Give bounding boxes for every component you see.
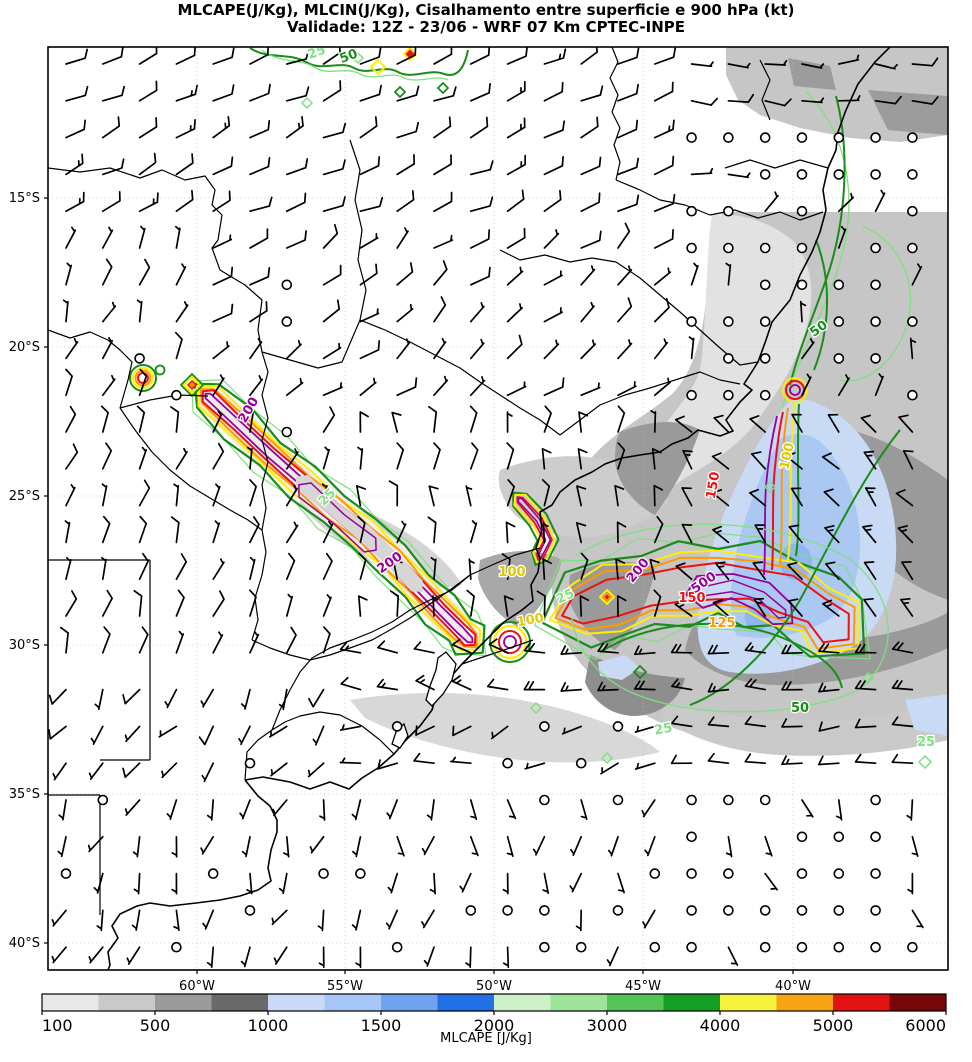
x-tick-label: 55°W (327, 979, 363, 994)
y-tick-label: 40°S (9, 936, 40, 951)
colorbar-caption: MLCAPE [J/Kg] (440, 1031, 532, 1046)
map-inner: 25 50200200251001001501255002001001505025… (48, 43, 948, 970)
contour-label: 50 (338, 47, 360, 67)
coastline (107, 47, 891, 970)
x-tick-label: 40°W (775, 979, 811, 994)
contour-label: 50 (791, 701, 809, 716)
y-tick-label: 15°S (9, 191, 40, 206)
contour-label: 125 (708, 616, 735, 631)
contour-label: 100 (498, 565, 525, 580)
colorbar-tick-label: 500 (140, 1016, 171, 1035)
colorbar-tick-label: 3000 (587, 1016, 628, 1035)
colorbar-tick-label: 2000 (474, 1016, 515, 1035)
colorbar-layer: 100 500 1000 1500 2000 3000 4000 5000 6000 (41, 993, 947, 1035)
y-tick-label: 35°S (9, 787, 40, 802)
colorbar-tick-label: 1000 (248, 1016, 289, 1035)
contour-label: 25 (653, 721, 673, 739)
contour-label: 100 (516, 611, 545, 630)
x-tick-label: 50°W (476, 979, 512, 994)
colorbar-tick-label: 4000 (700, 1016, 741, 1035)
contour-label: 100 (777, 441, 797, 471)
y-tick-label: 20°S (9, 340, 40, 355)
contour-label: 25 (306, 43, 328, 63)
figure-title: MLCAPE(J/Kg), MLCIN(J/Kg), Cisalhamento … (0, 2, 972, 36)
wind-barbs-layer (48, 47, 939, 969)
y-tick-label: 25°S (9, 489, 40, 504)
contour-label: 150 (678, 591, 705, 606)
x-tick-label: 60°W (179, 979, 215, 994)
y-tick-label: 30°S (9, 638, 40, 653)
colorbar-tick-label: 100 (42, 1016, 73, 1035)
axes-layer: 60°W 55°W 50°W 45°W 40°W 15°S 20°S 25°S 30°S 35°S… (9, 46, 949, 994)
colorbar-tick-label: 5000 (813, 1016, 854, 1035)
colorbar-tick-label: 1500 (361, 1016, 402, 1035)
contour-label: 25 (917, 735, 935, 750)
title-line2: Validade: 12Z - 23/06 - WRF 07 Km CPTEC-… (286, 18, 686, 36)
contour-label: 150 (704, 471, 723, 500)
x-tick-label: 45°W (625, 979, 661, 994)
colorbar-tick-label: 6000 (905, 1016, 946, 1035)
title-line1: MLCAPE(J/Kg), MLCIN(J/Kg), Cisalhamento … (177, 1, 795, 19)
